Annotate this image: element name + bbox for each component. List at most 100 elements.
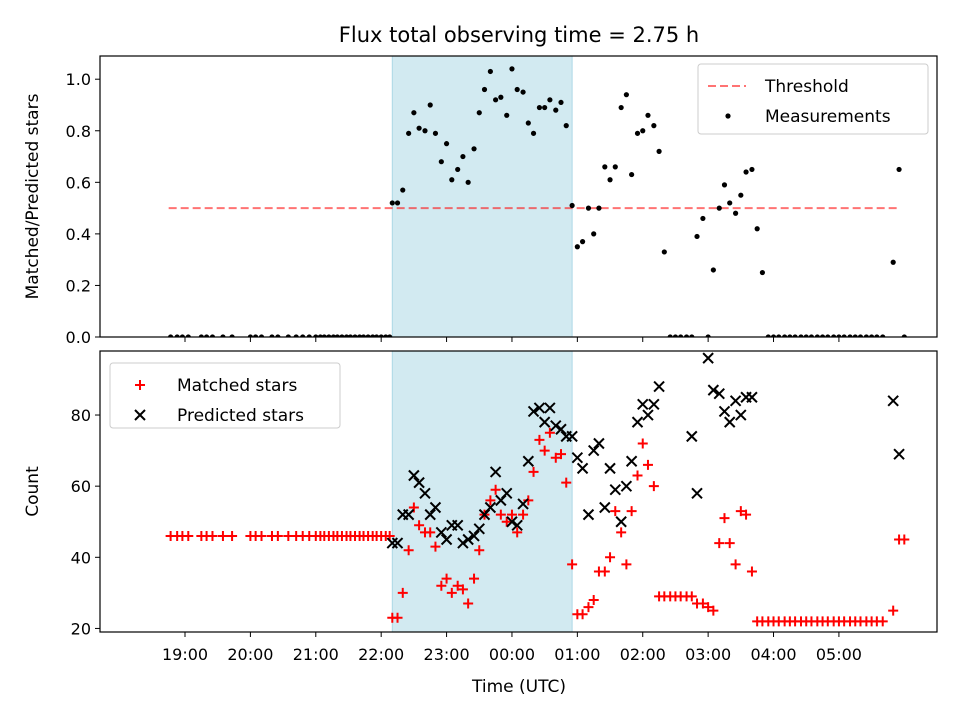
matched-star-point — [724, 538, 735, 549]
matched-star-point — [550, 452, 561, 463]
measurement-point — [831, 334, 837, 337]
matched-star-point — [714, 538, 725, 549]
measurement-point — [629, 171, 635, 178]
matched-star-point — [397, 587, 408, 598]
predicted-star-point — [440, 533, 453, 546]
axes-frame — [99, 350, 938, 633]
series-matched-stars — [165, 427, 910, 627]
measurement-point — [890, 259, 896, 265]
predicted-star-point — [451, 519, 464, 531]
plot-area — [165, 352, 910, 627]
measurement-point — [558, 99, 564, 106]
measurement-point — [710, 267, 716, 273]
matched-star-point — [616, 527, 627, 538]
predicted-star-point — [609, 484, 621, 496]
predicted-star-point — [735, 409, 747, 421]
predicted-star-point — [576, 462, 589, 475]
measurement-point — [857, 334, 864, 337]
measurement-point — [640, 128, 646, 134]
matched-star-point — [512, 527, 523, 538]
predicted-star-point — [637, 398, 649, 411]
predicted-star-point — [391, 537, 404, 549]
predicted-star-point — [550, 419, 562, 432]
measurement-point — [360, 334, 367, 337]
measurement-point — [347, 334, 354, 337]
measurement-point — [465, 179, 471, 185]
bottom-panel: 20 40 60 80 19:00 20:00 21:00 22:00 23:00 00:00 01… — [23, 350, 938, 664]
y-tick-label: 0.6 — [66, 173, 91, 192]
matched-star-point — [730, 559, 741, 570]
predicted-star-point — [527, 405, 540, 418]
measurement-point — [579, 239, 586, 245]
matched-star-point — [583, 602, 594, 613]
matched-star-point — [518, 509, 529, 520]
predicted-star-point — [599, 501, 611, 514]
measurement-point — [443, 141, 450, 147]
matched-star-point — [392, 612, 403, 623]
matched-star-point — [430, 541, 441, 552]
measurement-point — [765, 334, 771, 337]
predicted-star-point — [620, 480, 633, 492]
measurement-point — [563, 123, 569, 129]
predicted-star-point — [702, 352, 714, 364]
predicted-star-point — [429, 501, 442, 514]
measurement-point — [185, 334, 191, 337]
measurement-point — [509, 66, 515, 72]
predicted-star-point — [517, 498, 529, 510]
y-axis-label: Count — [23, 466, 43, 517]
measurement-point — [623, 92, 629, 98]
measurement-point — [798, 334, 804, 337]
measurement-point — [432, 130, 439, 136]
legend-label: Threshold — [764, 77, 849, 97]
measurement-point — [387, 334, 393, 337]
matched-star-point — [703, 602, 714, 613]
predicted-star-point — [506, 516, 518, 528]
predicted-star-point — [593, 437, 605, 450]
measurement-point — [198, 334, 204, 337]
measurement-point — [269, 334, 275, 337]
predicted-star-point — [435, 526, 448, 539]
measurement-point — [357, 334, 363, 337]
measurement-point — [330, 334, 337, 337]
x-tick-label: 00:00 — [489, 645, 535, 664]
measurement-point — [174, 334, 180, 337]
matched-star-point — [697, 598, 708, 609]
measurement-point — [814, 334, 820, 337]
matched-star-point — [561, 477, 572, 488]
predicted-star-point — [893, 448, 905, 460]
measurement-point — [365, 334, 371, 337]
measurement-point — [869, 334, 875, 337]
matched-star-point — [457, 584, 468, 595]
legend-box — [697, 63, 929, 135]
predicted-star-point — [413, 476, 425, 489]
matched-star-point — [408, 502, 419, 513]
measurement-point — [300, 334, 306, 337]
measurement-point — [547, 97, 553, 103]
series-predicted-stars — [386, 352, 905, 549]
measurement-point — [901, 334, 907, 337]
measurement-point — [672, 334, 679, 337]
measurement-point — [770, 334, 777, 337]
y-tick-label: 80 — [71, 406, 91, 425]
measurement-point — [678, 334, 684, 337]
measurement-point — [553, 107, 559, 113]
measurement-point — [542, 104, 548, 111]
measurement-point — [732, 210, 739, 216]
measurement-point — [754, 226, 760, 232]
axes-frame — [99, 55, 938, 338]
matched-star-point — [899, 534, 910, 545]
matched-star-point — [506, 509, 517, 520]
predicted-star-point — [386, 537, 399, 549]
matched-star-point — [490, 484, 501, 495]
matched-star-point — [528, 466, 539, 477]
matched-star-point — [256, 530, 267, 541]
predicted-star-point — [489, 466, 502, 478]
measurement-point — [787, 334, 793, 337]
y-tick-label: 60 — [71, 477, 91, 496]
measurement-point — [427, 102, 433, 108]
x-tick-label: 05:00 — [816, 645, 862, 664]
measurement-point — [203, 334, 210, 337]
measurement-point — [209, 334, 216, 337]
predicted-star-point — [555, 423, 567, 435]
measurement-point — [460, 153, 466, 160]
